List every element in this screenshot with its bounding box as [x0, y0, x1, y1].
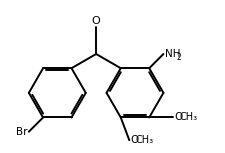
Text: NH: NH	[165, 49, 180, 59]
Text: O: O	[130, 135, 139, 145]
Text: Br: Br	[16, 127, 27, 137]
Text: CH₃: CH₃	[136, 135, 154, 145]
Text: O: O	[92, 16, 101, 26]
Text: O: O	[175, 112, 183, 123]
Text: CH₃: CH₃	[180, 112, 198, 123]
Text: 2: 2	[177, 53, 182, 62]
